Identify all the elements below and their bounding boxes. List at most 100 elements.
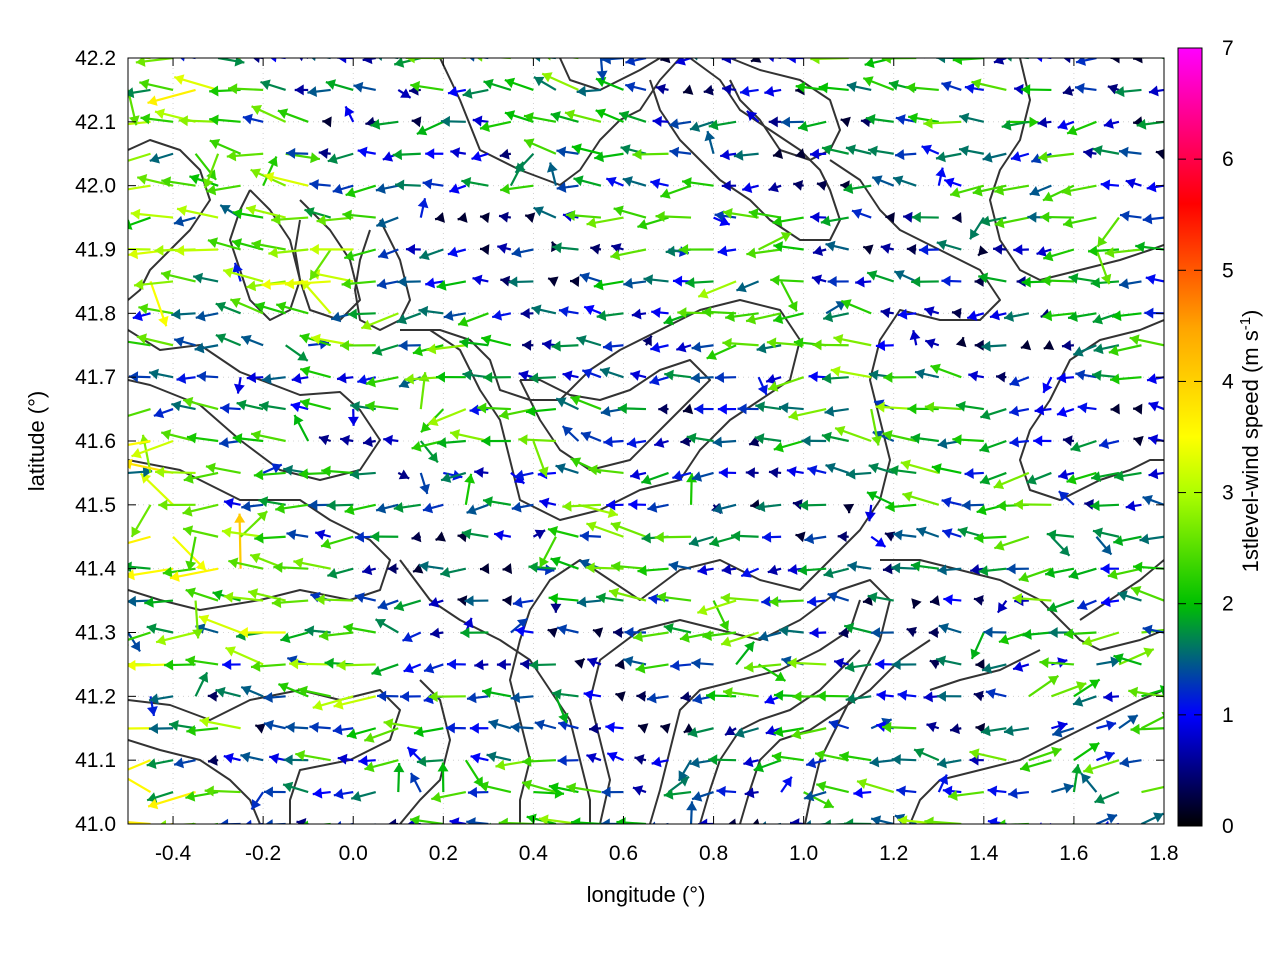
wind-vector (268, 247, 309, 259)
wind-vector (171, 400, 196, 412)
wind-vector (1136, 118, 1164, 130)
wind-vector (1009, 376, 1030, 387)
wind-vector (907, 112, 939, 124)
wind-vector (234, 513, 246, 569)
wind-vector (521, 779, 557, 794)
wind-vector (851, 208, 872, 219)
wind-vector (941, 528, 962, 539)
wind-vector (403, 662, 422, 674)
wind-vector (605, 176, 624, 188)
wind-vector (994, 216, 1030, 229)
wind-vector (973, 594, 985, 606)
wind-vector (295, 750, 331, 762)
wind-vector (471, 151, 489, 162)
wind-vector (343, 248, 377, 262)
wind-vector (906, 626, 917, 638)
wind-vector (746, 247, 782, 259)
wind-vector (797, 120, 827, 132)
wind-vector (510, 692, 534, 704)
wind-vector (511, 246, 534, 258)
wind-vector (240, 751, 264, 763)
wind-vector (964, 82, 984, 94)
wind-vector (460, 627, 489, 639)
wind-vector (260, 79, 286, 91)
wind-vector (680, 435, 692, 447)
wind-vector (128, 216, 151, 230)
wind-vector (768, 58, 782, 63)
wind-vector (1141, 812, 1164, 824)
wind-vector (773, 241, 804, 253)
y-tick-label: 41.1 (75, 749, 116, 772)
wind-vector (393, 599, 422, 612)
wind-vector (814, 749, 849, 762)
wind-vector (1100, 596, 1120, 608)
wind-vector (232, 433, 264, 445)
wind-vector (551, 688, 579, 700)
wind-vector (714, 372, 737, 384)
wind-vector (304, 207, 332, 219)
colorbar-tick-label: 0 (1222, 815, 1234, 838)
wind-vector (1100, 179, 1120, 191)
wind-vector (864, 504, 876, 522)
wind-vector (325, 79, 354, 91)
wind-vector (316, 214, 354, 226)
wind-vector (236, 399, 264, 411)
wind-vector (431, 58, 466, 61)
wind-vector (804, 533, 827, 545)
wind-vector (1077, 402, 1097, 414)
wind-vector (663, 622, 692, 634)
contour-line (589, 579, 891, 824)
wind-vector (870, 627, 894, 639)
wind-vector (361, 564, 376, 576)
wind-vector (885, 501, 917, 513)
wind-vector (286, 147, 309, 159)
wind-vector (182, 525, 219, 538)
wind-vector (347, 409, 359, 426)
wind-vector (146, 623, 174, 635)
wind-vector (498, 408, 534, 420)
wind-vector (474, 659, 489, 671)
wind-vector (717, 403, 737, 415)
wind-vector (289, 658, 331, 670)
wind-vector (1022, 628, 1052, 640)
wind-vector (586, 752, 602, 764)
wind-vector (226, 150, 264, 162)
wind-vector (1096, 720, 1117, 731)
wind-vector (1046, 529, 1075, 541)
wind-vector (1148, 401, 1164, 412)
wind-vector (586, 216, 624, 229)
wind-vector (923, 58, 939, 60)
wind-vector (780, 776, 793, 793)
wind-vector (254, 532, 286, 544)
colorbar-label: 1stlevel-wind speed (m s-1) (1237, 310, 1263, 573)
wind-vector (437, 762, 449, 793)
wind-vector (299, 398, 331, 411)
wind-vector (969, 216, 985, 240)
wind-vector (891, 562, 917, 574)
wind-vector (1142, 58, 1164, 60)
wind-vector (262, 156, 278, 187)
wind-vector (724, 725, 737, 736)
wind-vector (1037, 116, 1052, 128)
wind-vector (222, 267, 264, 283)
wind-vector (502, 563, 513, 575)
wind-vector (786, 466, 804, 478)
wind-vector (579, 272, 602, 283)
y-tick-label: 42.1 (75, 111, 116, 134)
y-axis-ticks: 41.0 41.1 41.2 41.3 41.4 41.5 41.6 41.7 41.8 41.9… (75, 47, 1164, 836)
wind-vector (309, 243, 354, 255)
wind-vector (541, 72, 579, 91)
wind-vector (821, 372, 849, 384)
wind-vector (223, 591, 264, 603)
wind-vector (514, 152, 535, 174)
wind-vector (411, 116, 422, 128)
wind-vector (862, 244, 874, 255)
contour-line (128, 329, 381, 481)
wind-vector (847, 561, 872, 572)
wind-vector (309, 721, 331, 733)
wind-vector (1001, 119, 1030, 131)
wind-vector (483, 371, 511, 383)
wind-vector (613, 205, 647, 219)
wind-vector (422, 502, 444, 514)
wind-vector (250, 660, 286, 672)
